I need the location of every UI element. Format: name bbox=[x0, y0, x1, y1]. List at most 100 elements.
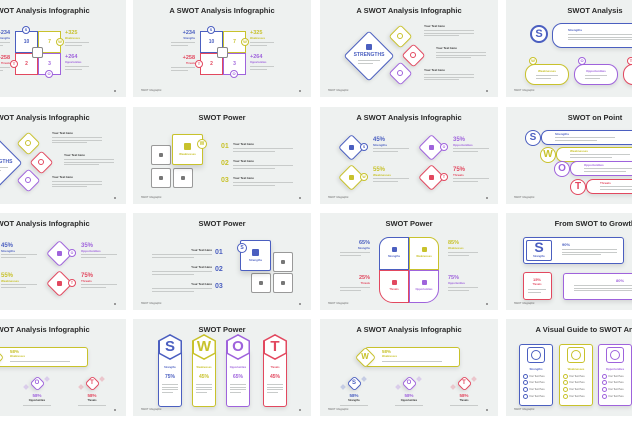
placeholder-text-line bbox=[1, 254, 37, 255]
check-item: Your Text Here bbox=[608, 374, 624, 378]
check-circle bbox=[522, 380, 528, 385]
placeholder-text-line bbox=[436, 52, 486, 53]
slide-footer: SWOT Infographic bbox=[514, 196, 535, 199]
page-number-mark bbox=[114, 90, 116, 92]
bottom-value: 58% bbox=[349, 393, 359, 398]
pill-label: Opportunities bbox=[586, 69, 606, 73]
letter-badge: W bbox=[241, 38, 249, 46]
check-circle bbox=[522, 394, 528, 399]
stat-label: Weaknesses bbox=[65, 37, 80, 40]
placeholder-text-line bbox=[0, 169, 2, 171]
letter-badge: S bbox=[237, 243, 247, 253]
slide-thumbnail[interactable]: A Visual Guide to SWOT Analysis SWOT Info… bbox=[506, 319, 632, 416]
slide-thumbnail[interactable]: SWOT on Point SWOT Infographic Strengths S W… bbox=[506, 107, 632, 204]
placeholder-text-line bbox=[436, 57, 471, 58]
placeholder-text-line bbox=[568, 34, 632, 35]
placeholder-text-line bbox=[171, 69, 188, 71]
quad-icon bbox=[56, 280, 62, 286]
pill-letter-badge: O bbox=[578, 57, 586, 65]
column-value: 75% bbox=[164, 374, 175, 380]
placeholder-text-line bbox=[453, 150, 479, 152]
column-value: 45% bbox=[269, 374, 280, 380]
strength-icon bbox=[366, 44, 372, 50]
quad-letter-badge: O bbox=[440, 143, 448, 151]
swot-pill bbox=[525, 64, 569, 85]
bottom-label: Threats bbox=[87, 399, 97, 402]
diamond-letter: O bbox=[34, 380, 40, 386]
quad-value: 55% bbox=[1, 273, 14, 279]
quadrant-label: Weaknesses bbox=[416, 255, 432, 258]
placeholder-text-line bbox=[450, 405, 478, 406]
stat-value: +234 bbox=[0, 30, 10, 36]
list-number: 03 bbox=[221, 177, 229, 184]
placeholder-text-line bbox=[424, 74, 474, 75]
slide-footer: SWOT Infographic bbox=[328, 408, 349, 411]
placeholder-text-line bbox=[52, 142, 87, 143]
weakness-label: Weaknesses bbox=[10, 355, 25, 358]
slide-thumbnail[interactable]: SWOT Power SWOT Infographic Weaknesses W 01 Y… bbox=[133, 107, 311, 204]
slide-thumbnail[interactable]: From SWOT to Growth SWOT Infographic S Stre… bbox=[506, 213, 632, 310]
quad-icon bbox=[348, 144, 354, 150]
item-icon bbox=[410, 52, 416, 58]
quad-value: 45% bbox=[373, 137, 386, 143]
slide-thumbnail[interactable]: SWOT Power SWOT Infographic Strengths Weakn… bbox=[320, 213, 498, 310]
column-label: Opportunities bbox=[229, 366, 247, 369]
point-letter-circle: W bbox=[540, 147, 556, 163]
item-title: Your Text Here bbox=[436, 46, 457, 50]
quad-value: 85% bbox=[448, 240, 460, 246]
point-letter-circle: T bbox=[570, 179, 586, 195]
bottom-label: Opportunities bbox=[28, 399, 46, 402]
placeholder-text-line bbox=[267, 391, 279, 393]
placeholder-text-line bbox=[453, 178, 489, 179]
column-label: Strengths bbox=[164, 366, 176, 369]
placeholder-text-line bbox=[340, 287, 370, 288]
slide-footer: SWOT Infographic bbox=[328, 89, 349, 92]
highlight-icon bbox=[184, 142, 191, 150]
diamond-letter: T bbox=[462, 380, 466, 386]
placeholder-text-line bbox=[78, 405, 106, 406]
placeholder-text-line bbox=[81, 256, 107, 258]
slide-thumbnail[interactable]: SWOT Analysis SWOT Infographic S Strengths W… bbox=[506, 0, 632, 97]
quad-label: Strengths bbox=[373, 143, 388, 147]
quad-icon bbox=[428, 174, 434, 180]
list-title: Your Text Here bbox=[191, 265, 212, 269]
placeholder-text-line bbox=[52, 186, 87, 187]
page-number-mark bbox=[114, 197, 116, 199]
page-number-mark bbox=[486, 409, 488, 411]
slide-thumbnail[interactable]: SWOT Power SWOT Infographic Strengths S 01 Yo… bbox=[133, 213, 311, 310]
opportunities-card bbox=[563, 273, 632, 300]
check-item: Your Text Here bbox=[529, 374, 545, 378]
check-item: Your Text Here bbox=[529, 387, 545, 391]
placeholder-text-line bbox=[448, 287, 478, 288]
placeholder-text-line bbox=[162, 384, 178, 385]
placeholder-text-line bbox=[230, 391, 242, 393]
stat-label: Weaknesses bbox=[250, 37, 265, 40]
placeholder-text-line bbox=[196, 384, 212, 385]
bottom-value: 58% bbox=[459, 393, 469, 398]
letter-badge: O bbox=[45, 70, 53, 78]
item-icon bbox=[25, 140, 31, 146]
slide-thumbnail[interactable]: SWOT Power SWOT Infographic S Strengths 75% W… bbox=[133, 319, 311, 416]
stat-value: +258 bbox=[0, 55, 10, 61]
guide-icon-box bbox=[567, 347, 585, 363]
placeholder-text-line bbox=[65, 68, 82, 70]
quad-label: Threats bbox=[453, 173, 464, 177]
placeholder-text-line bbox=[233, 148, 293, 149]
placeholder-text-line bbox=[555, 137, 615, 138]
page-number-mark bbox=[299, 303, 301, 305]
placeholder-text-line bbox=[64, 164, 99, 165]
weakness-box bbox=[0, 347, 88, 367]
placeholder-text-line bbox=[395, 405, 423, 406]
shield-piece-icon bbox=[281, 260, 285, 264]
point-label: Weaknesses bbox=[570, 149, 588, 153]
quad-label: Weaknesses bbox=[373, 173, 391, 177]
quad-letter-badge: O bbox=[68, 249, 76, 257]
